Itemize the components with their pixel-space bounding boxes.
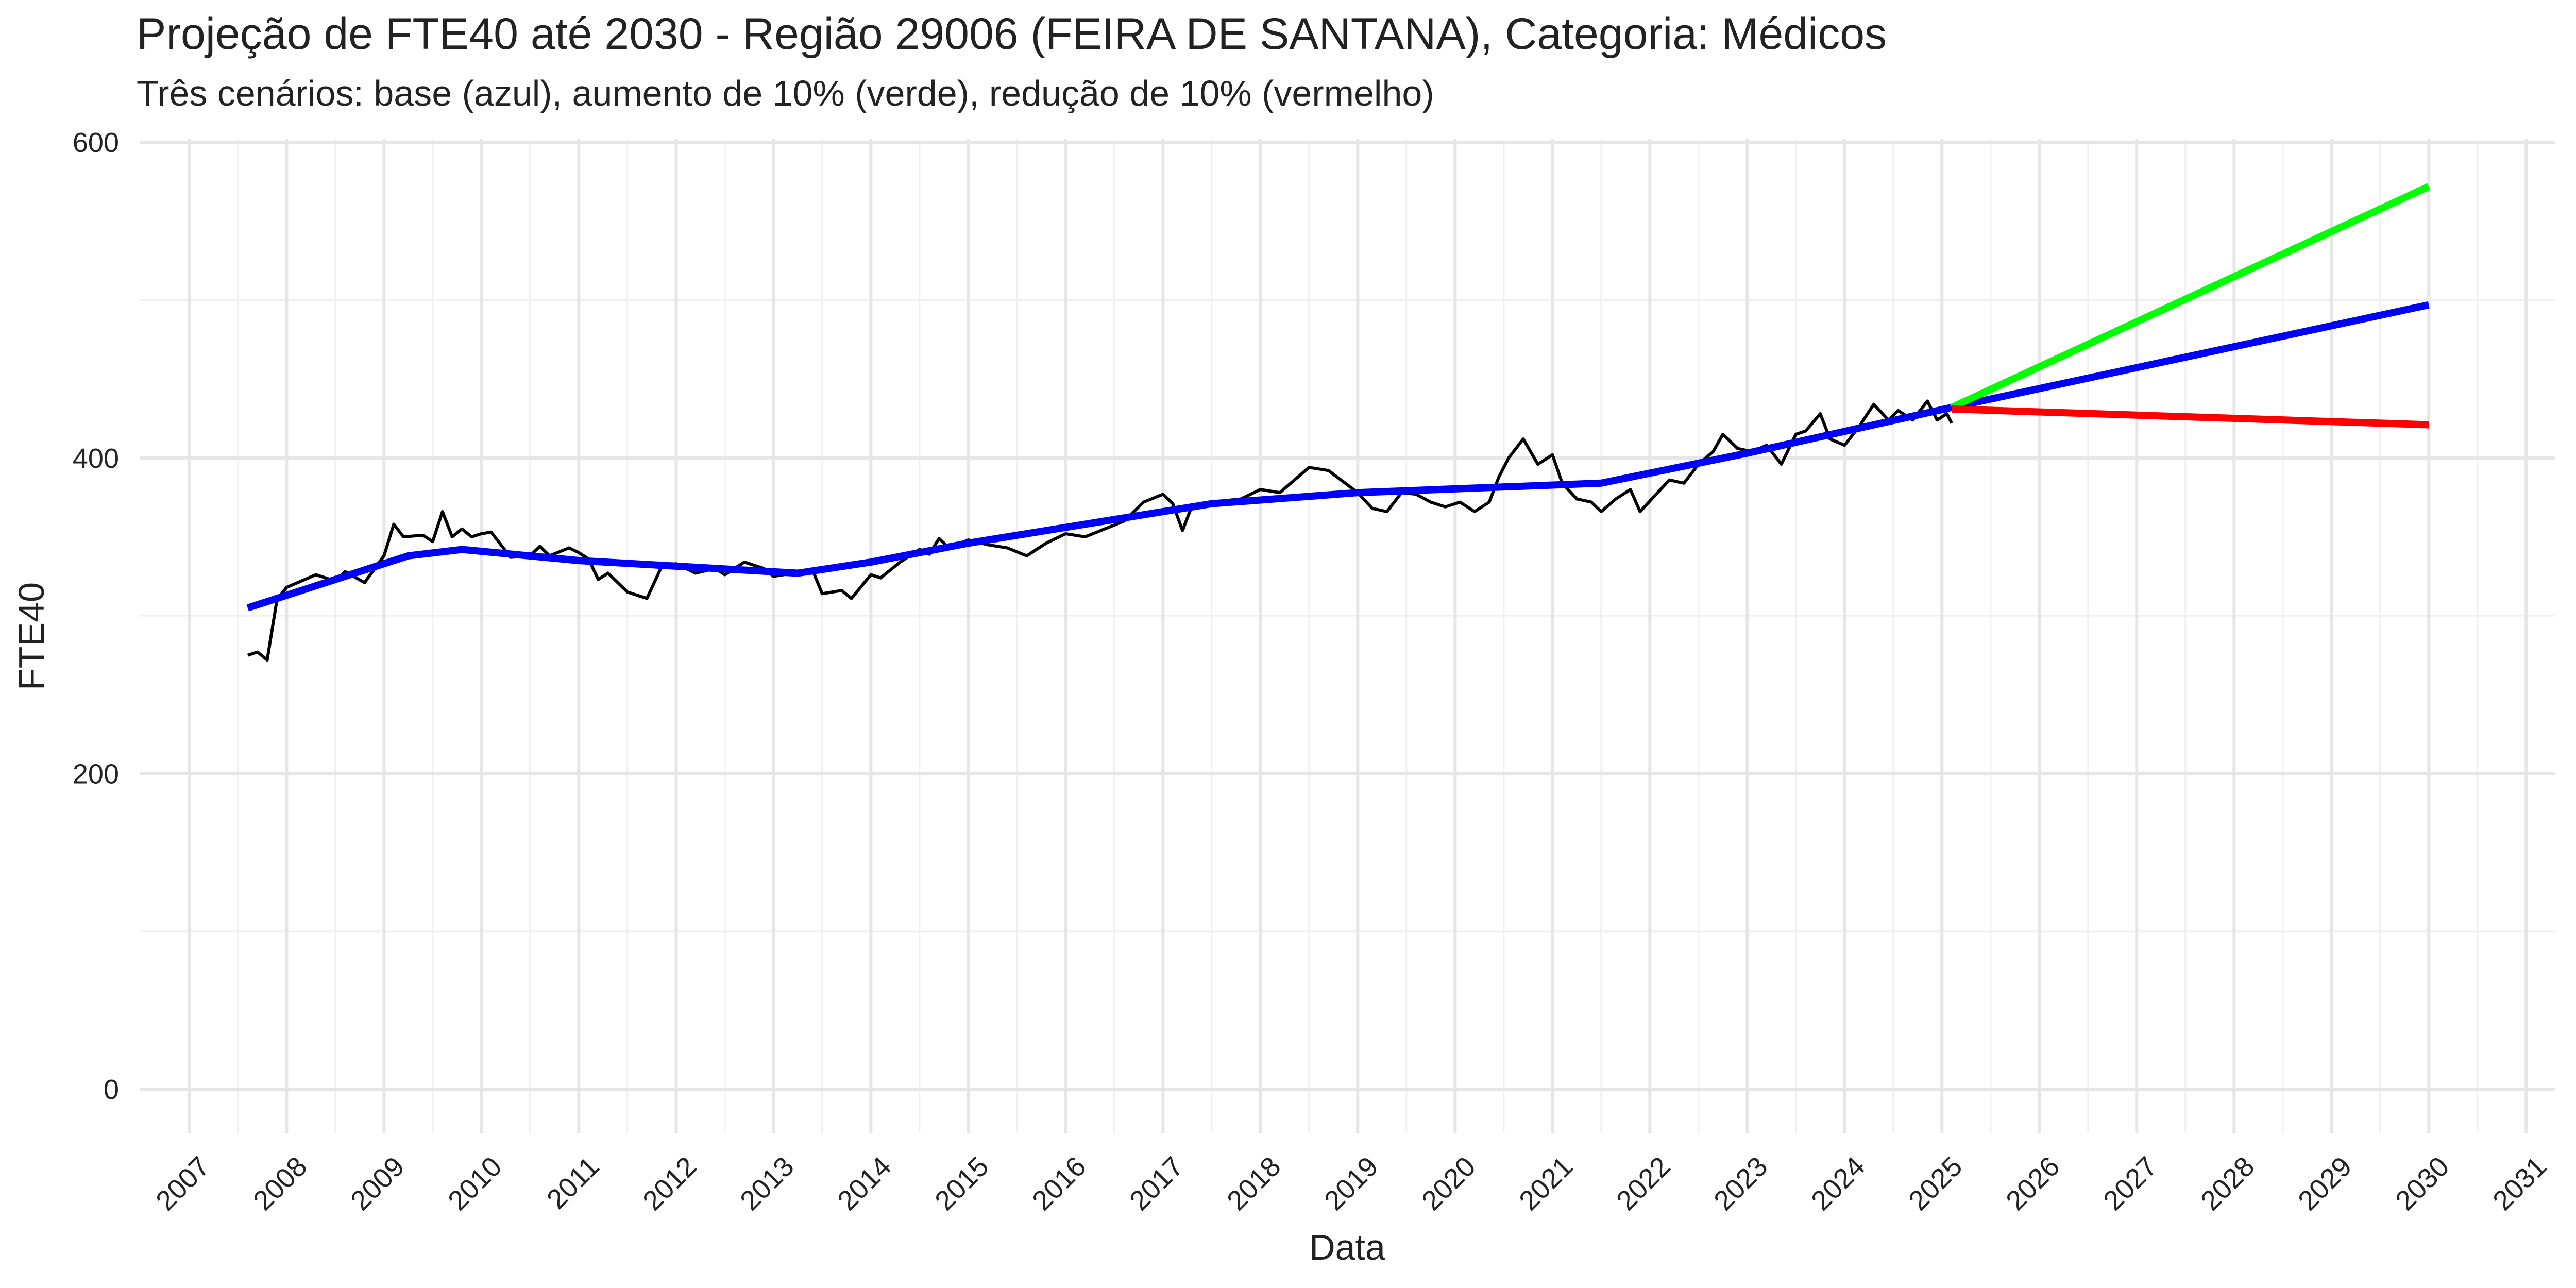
x-tick-label: 2030 xyxy=(2389,1151,2455,1216)
x-tick-label: 2031 xyxy=(2487,1151,2552,1216)
series-line xyxy=(1951,405,2429,429)
x-tick-label: 2027 xyxy=(2097,1151,2163,1216)
y-tick-label: 400 xyxy=(73,443,119,474)
x-tick-label: 2017 xyxy=(1124,1151,1189,1216)
y-axis-label: FTE40 xyxy=(11,582,52,690)
x-tick-label: 2023 xyxy=(1708,1151,1773,1216)
y-tick-label: 0 xyxy=(104,1074,119,1105)
x-tick-label: 2026 xyxy=(2000,1151,2065,1216)
x-axis-label: Data xyxy=(1309,1227,1385,1267)
x-tick-label: 2013 xyxy=(734,1151,800,1216)
x-tick-label: 2028 xyxy=(2195,1151,2260,1216)
x-tick-label: 2016 xyxy=(1026,1151,1092,1216)
x-tick-label: 2018 xyxy=(1221,1151,1286,1216)
x-tick-label: 2029 xyxy=(2292,1151,2358,1216)
x-tick-label: 2019 xyxy=(1318,1151,1384,1216)
series-line xyxy=(247,399,1953,662)
series-line xyxy=(246,301,2430,612)
x-tick-label: 2021 xyxy=(1513,1151,1579,1216)
x-tick-label: 2009 xyxy=(345,1151,410,1216)
x-tick-label: 2020 xyxy=(1416,1151,1481,1216)
x-tick-label: 2008 xyxy=(247,1151,313,1216)
chart-subtitle: Três cenários: base (azul), aumento de 1… xyxy=(137,73,1434,113)
y-tick-label: 200 xyxy=(73,759,119,790)
x-tick-label: 2015 xyxy=(929,1151,994,1216)
x-tick-label: 2022 xyxy=(1611,1151,1676,1216)
x-tick-label: 2025 xyxy=(1903,1151,1968,1216)
layer xyxy=(140,139,2555,1133)
chart-title: Projeção de FTE40 até 2030 - Região 2900… xyxy=(137,9,1887,59)
x-tick-label: 2011 xyxy=(541,1151,605,1215)
x-tick-label: 2010 xyxy=(442,1151,507,1216)
series-line xyxy=(1950,183,2431,411)
layer xyxy=(246,183,2431,662)
x-tick-label: 2014 xyxy=(832,1151,897,1216)
x-tick-label: 2012 xyxy=(637,1151,702,1216)
x-tick-label: 2024 xyxy=(1805,1151,1871,1216)
x-tick-label: 2007 xyxy=(150,1151,215,1216)
y-tick-label: 600 xyxy=(73,127,119,158)
